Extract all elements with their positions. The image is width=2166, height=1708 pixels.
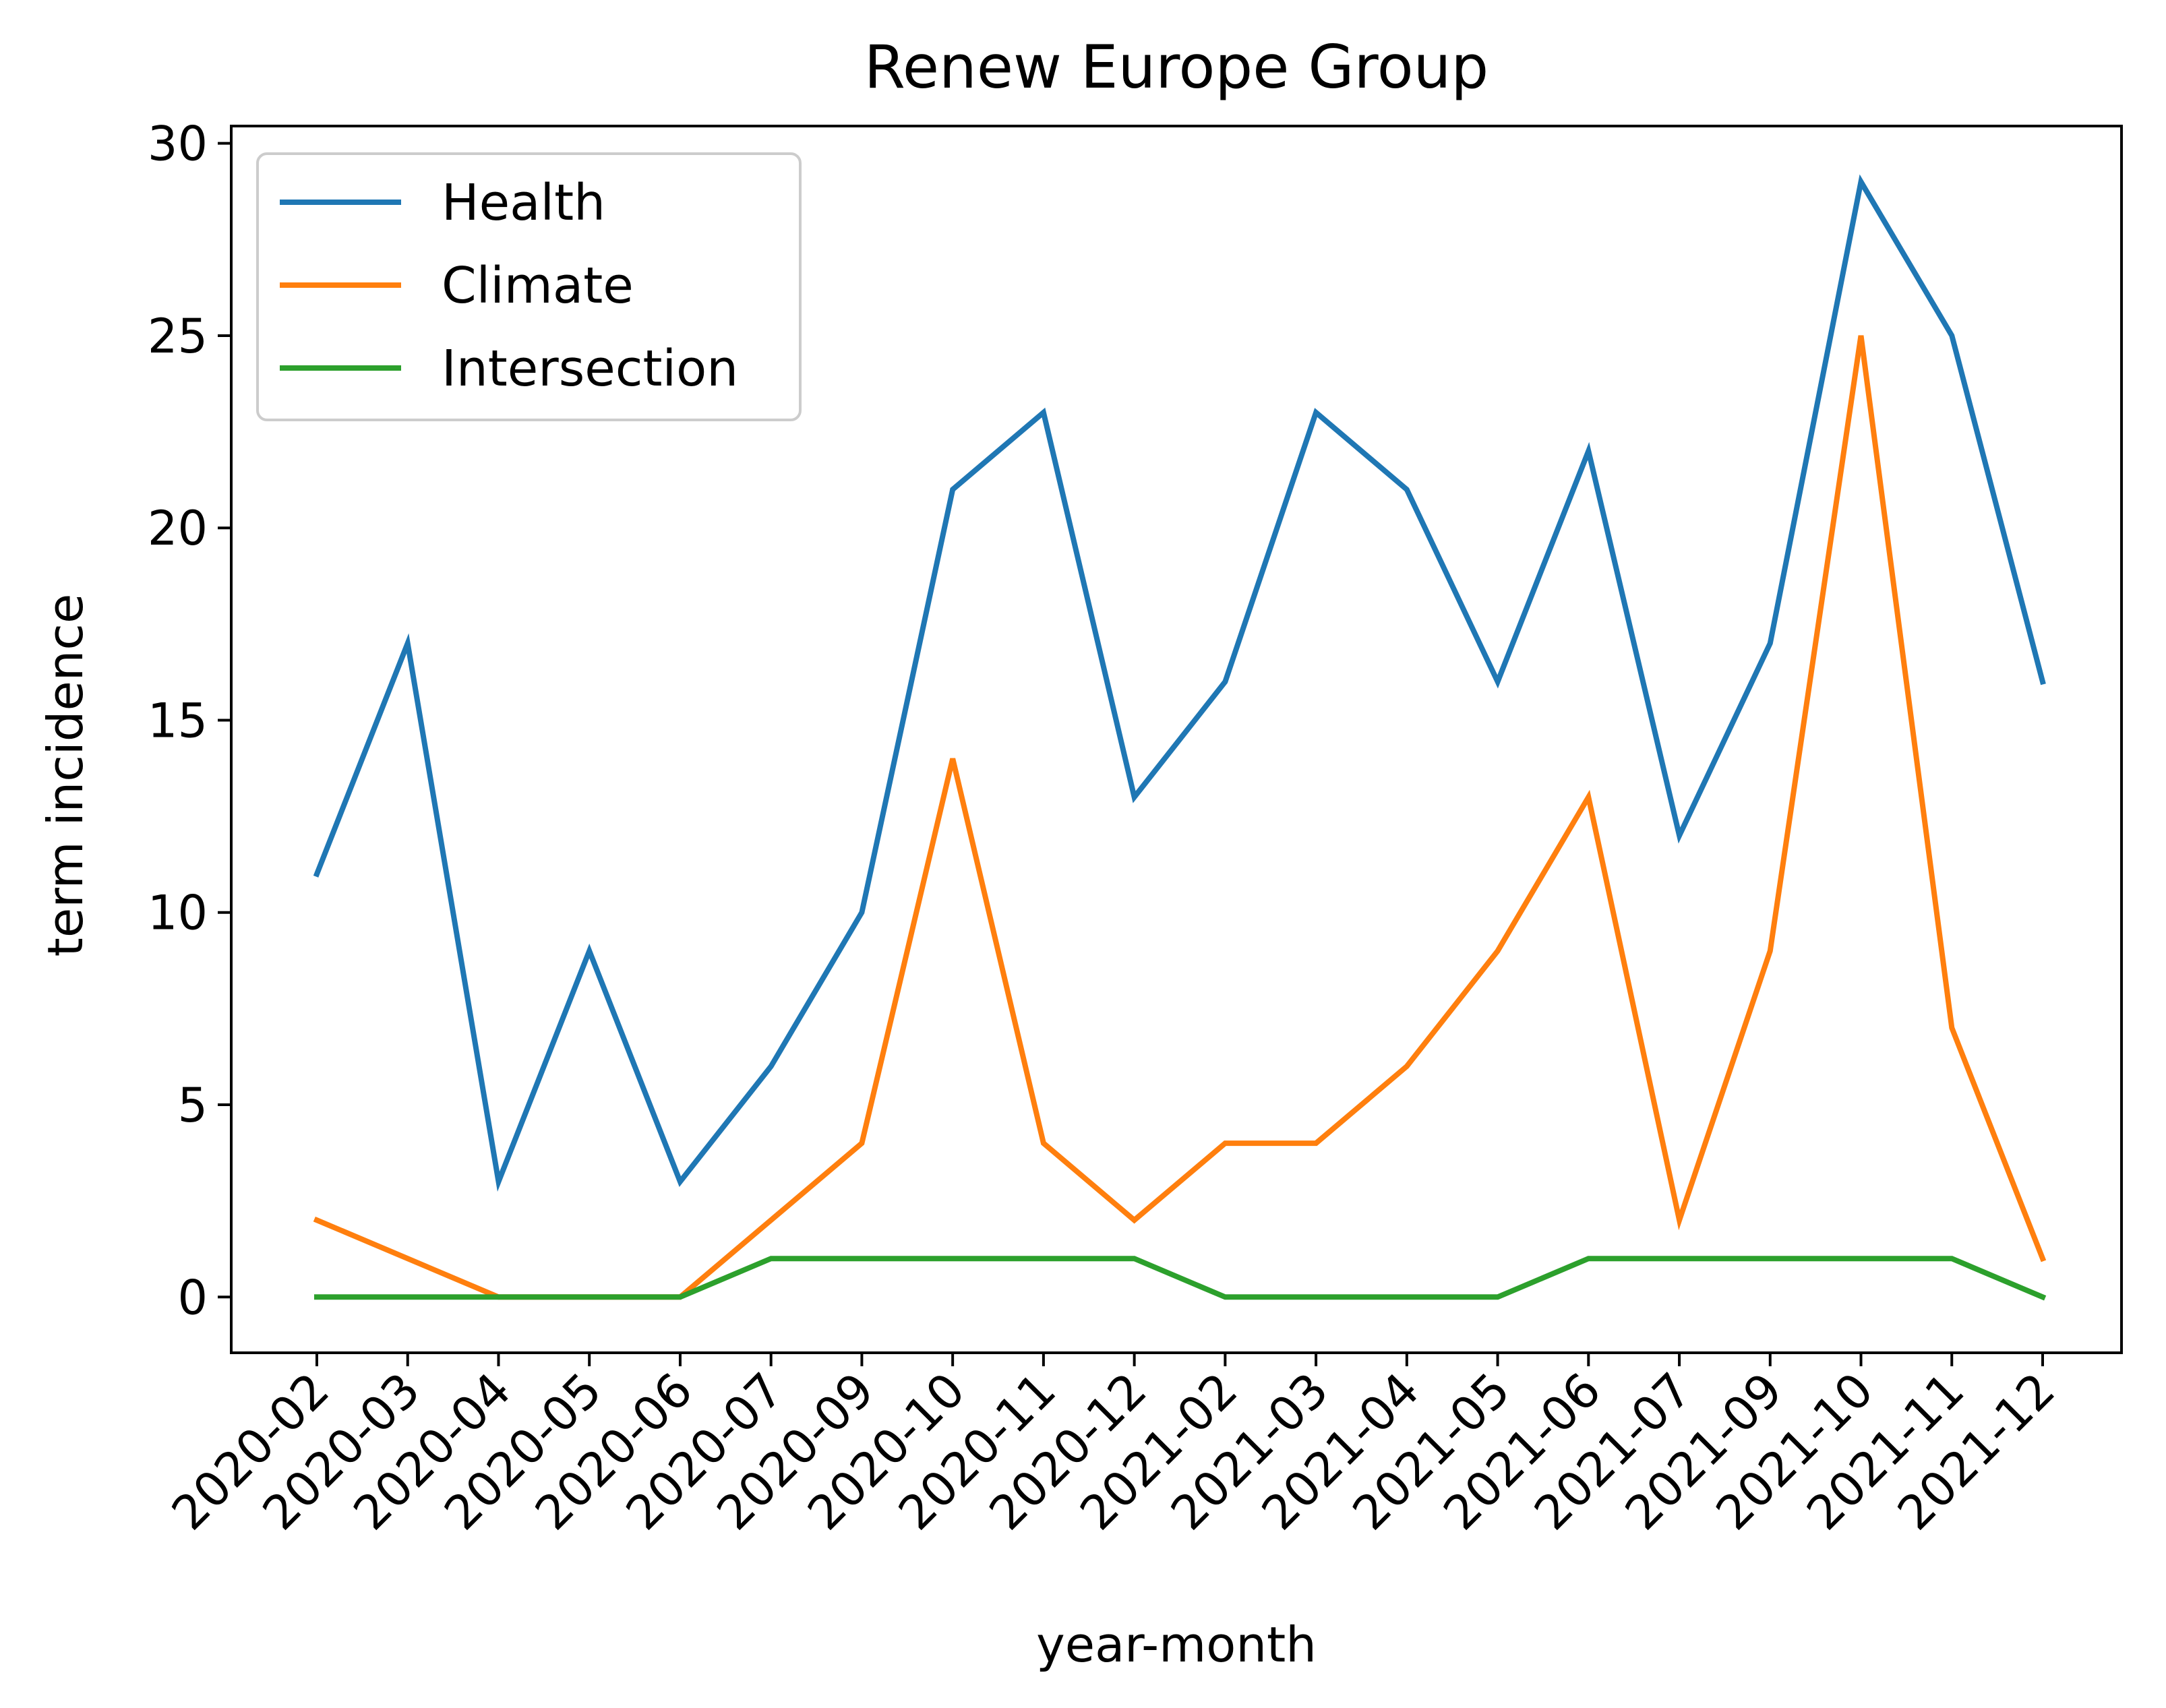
x-axis-label: year-month — [1036, 1616, 1317, 1673]
series-line-intersection — [314, 1256, 2047, 1301]
plot-area — [313, 174, 2047, 1301]
y-tick-label: 15 — [148, 693, 208, 748]
y-tick-label: 0 — [177, 1270, 208, 1325]
chart-title: Renew Europe Group — [864, 32, 1489, 102]
axes-frame — [230, 125, 2123, 1354]
series-line-health — [313, 174, 2046, 1192]
legend-label-climate: Climate — [442, 257, 634, 315]
legend-box — [256, 152, 802, 421]
legend-label-health: Health — [442, 174, 605, 232]
y-tick-label: 5 — [177, 1078, 208, 1133]
y-axis-label: term incidence — [37, 594, 94, 957]
y-tick-label: 10 — [148, 886, 208, 941]
axes: 0510152025302020-022020-032020-042020-05… — [148, 117, 2123, 1541]
legend-label-intersection: Intersection — [442, 340, 738, 398]
legend: Health Climate Intersection — [256, 152, 802, 421]
y-tick-label: 30 — [148, 117, 208, 172]
y-tick-label: 20 — [148, 501, 208, 556]
y-tick-label: 25 — [148, 309, 208, 364]
